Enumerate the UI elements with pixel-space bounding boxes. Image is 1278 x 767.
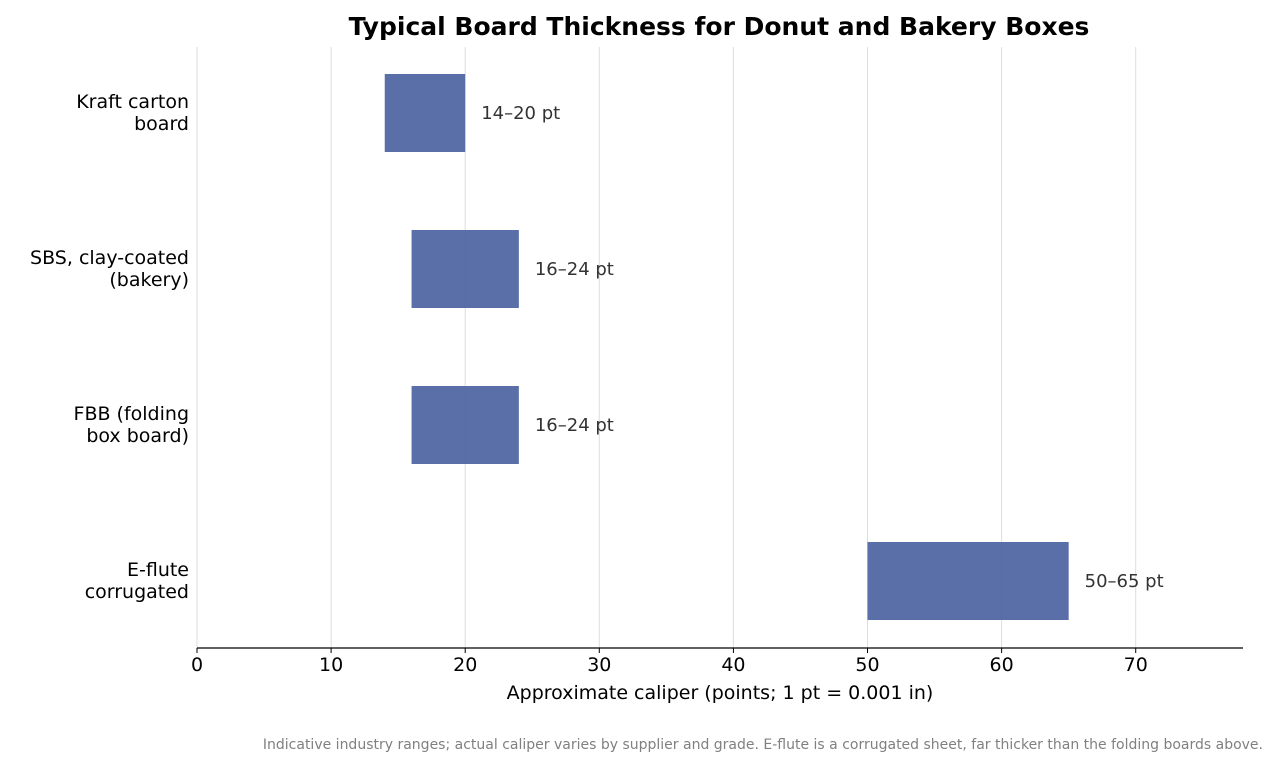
category-label-3-line-0: E-flute bbox=[127, 559, 189, 581]
x-tick-label-60: 60 bbox=[990, 654, 1014, 676]
bar-1 bbox=[411, 230, 519, 308]
category-label-0-line-0: Kraft carton bbox=[76, 91, 189, 113]
x-tick-label-10: 10 bbox=[319, 654, 343, 676]
category-label-2: FBB (folding box board) bbox=[74, 403, 189, 447]
x-tick-label-30: 30 bbox=[587, 654, 611, 676]
chart-title: Typical Board Thickness for Donut and Ba… bbox=[349, 12, 1090, 41]
x-tick-label-40: 40 bbox=[721, 654, 745, 676]
category-label-3: E-flute corrugated bbox=[85, 559, 189, 603]
bars bbox=[384, 74, 1069, 620]
x-tick-label-0: 0 bbox=[191, 654, 203, 676]
x-tick-label-50: 50 bbox=[855, 654, 879, 676]
x-axis-label: Approximate caliper (points; 1 pt = 0.00… bbox=[507, 682, 934, 704]
category-label-1-line-1: (bakery) bbox=[109, 269, 189, 291]
footnote: Indicative industry ranges; actual calip… bbox=[263, 737, 1263, 753]
x-tick-label-20: 20 bbox=[453, 654, 477, 676]
category-label-3-line-1: corrugated bbox=[85, 581, 189, 603]
bar-2 bbox=[411, 386, 519, 464]
bar-3 bbox=[867, 542, 1069, 620]
x-tick-label-70: 70 bbox=[1124, 654, 1148, 676]
x-axis-ticks: 0 10 20 30 40 50 60 70 bbox=[191, 648, 1148, 676]
category-label-2-line-0: FBB (folding bbox=[74, 403, 189, 425]
data-label-3: 50–65 pt bbox=[1085, 571, 1164, 592]
data-label-0: 14–20 pt bbox=[481, 103, 560, 124]
category-labels: Kraft carton board SBS, clay-coated (bakery… bbox=[30, 91, 189, 603]
data-label-2: 16–24 pt bbox=[535, 415, 614, 436]
data-label-1: 16–24 pt bbox=[535, 259, 614, 280]
category-label-2-line-1: box board) bbox=[86, 425, 189, 447]
bar-0 bbox=[384, 74, 466, 152]
data-labels: 14–20 pt 16–24 pt 16–24 pt 50–65 pt bbox=[481, 103, 1163, 592]
category-label-0: Kraft carton board bbox=[76, 91, 189, 135]
category-label-1: SBS, clay-coated (bakery) bbox=[30, 247, 189, 291]
category-label-1-line-0: SBS, clay-coated bbox=[30, 247, 189, 269]
category-label-0-line-1: board bbox=[134, 113, 189, 135]
